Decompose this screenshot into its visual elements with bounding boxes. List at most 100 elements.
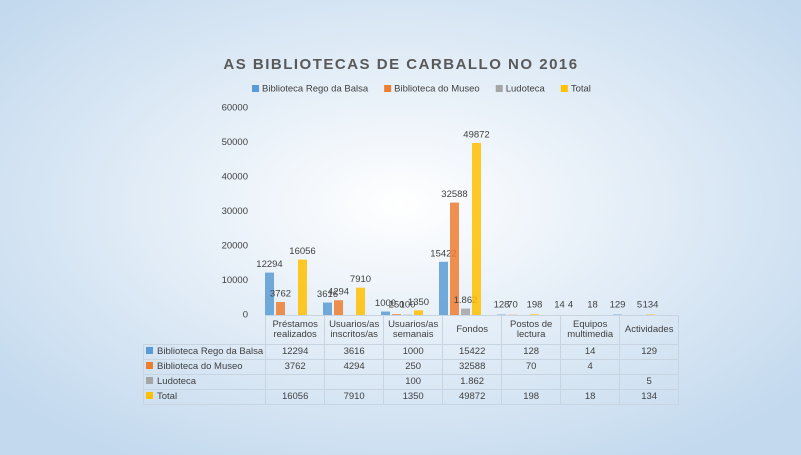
bar (439, 261, 448, 315)
bar (414, 310, 423, 315)
table-cell: 1.862 (442, 374, 503, 390)
bar (530, 314, 539, 315)
table-cell (144, 316, 266, 345)
bar (323, 302, 332, 315)
bar (461, 308, 470, 315)
data-label: 14 (554, 300, 565, 311)
legend-key (146, 362, 153, 369)
data-label: 49872 (463, 129, 489, 140)
y-tick-label: 0 (243, 310, 248, 321)
table-cell: 134 (619, 389, 680, 405)
data-label: 3616 (317, 289, 338, 300)
table-cell: 1000 (383, 344, 444, 360)
legend-key (146, 347, 153, 354)
legend-swatch (495, 85, 503, 92)
table-cell: 14 (560, 344, 621, 360)
data-label: 134 (643, 300, 659, 311)
table-cell: 3762 (265, 359, 326, 375)
bar (381, 311, 390, 315)
data-table: Préstamos realizados Usuarios/as inscrito… (142, 315, 680, 405)
data-label: 128 (494, 300, 510, 311)
table-row: Biblioteca do Museo 3762 4294 250 32588 70 4 (142, 359, 680, 375)
legend-key (146, 377, 153, 384)
table-cell: 129 (619, 344, 680, 360)
table-row: Préstamos realizados Usuarios/as inscrito… (144, 315, 680, 345)
y-tick-label: 40000 (222, 172, 248, 183)
legend-swatch (252, 85, 259, 92)
table-cell: 5 (619, 374, 680, 390)
data-label: 100 (400, 300, 416, 311)
table-cell (619, 359, 680, 375)
table-cell: 16056 (265, 389, 326, 405)
data-label: 7910 (350, 274, 371, 285)
table-cell: Usuarios/as semanais (383, 315, 444, 345)
table-row: Biblioteca Rego da Balsa 12294 3616 1000 154… (142, 344, 680, 360)
table-cell: 3616 (324, 344, 385, 360)
y-tick-label: 10000 (222, 275, 248, 286)
legend-key (146, 392, 153, 399)
table-cell (265, 374, 326, 390)
table-cell (324, 374, 385, 390)
y-tick-label: 30000 (222, 206, 248, 217)
data-label: 198 (527, 300, 543, 311)
data-label: 1000 (375, 298, 396, 309)
table-cell: 32588 (442, 359, 503, 375)
y-tick-label: 60000 (222, 103, 248, 114)
bar (392, 314, 401, 315)
data-label: 18 (587, 300, 598, 311)
data-label: 129 (610, 300, 626, 311)
bar (276, 302, 285, 315)
table-cell: Actividades (619, 315, 680, 345)
table-row: Total 16056 7910 1350 49872 198 18 134 (142, 389, 680, 405)
legend-label: Total (571, 84, 591, 95)
table-cell: 198 (501, 389, 562, 405)
table-cell: 128 (501, 344, 562, 360)
legend-swatch (384, 85, 392, 92)
table-cell: 250 (383, 359, 444, 375)
series-name: Ludoteca (157, 376, 197, 387)
table-cell: 4 (560, 359, 621, 375)
data-label: 32588 (441, 189, 467, 200)
table-cell: Total (142, 389, 267, 405)
table-cell: Biblioteca do Museo (142, 359, 267, 375)
series-name: Biblioteca Rego da Balsa (157, 346, 264, 357)
bar (472, 142, 481, 315)
data-label: 12294 (256, 259, 282, 270)
table-cell: 15422 (442, 344, 503, 360)
data-label: 4 (568, 300, 573, 311)
series-name: Total (157, 391, 178, 402)
table-cell: Usuarios/as inscritos/as (324, 315, 385, 345)
table-cell: 100 (383, 374, 444, 390)
table-cell: 12294 (265, 344, 326, 360)
bar (334, 300, 343, 315)
data-label: 15422 (430, 248, 456, 259)
bar (450, 202, 459, 315)
legend-swatch (560, 85, 568, 92)
bar (265, 272, 274, 315)
data-label: 16056 (289, 246, 315, 257)
y-tick-label: 20000 (222, 241, 248, 252)
data-label: 1.862 (454, 295, 478, 306)
table-cell (501, 374, 562, 390)
table-cell: 7910 (324, 389, 385, 405)
chart-title: AS BIBLIOTECAS DE CARBALLO NO 2016 (223, 56, 578, 73)
table-cell (560, 374, 621, 390)
table-cell: 70 (501, 359, 562, 375)
data-label: 1350 (408, 297, 429, 308)
series-name: Biblioteca do Museo (157, 361, 243, 372)
bar (298, 259, 307, 315)
data-label: 5 (637, 300, 642, 311)
table-cell: 1350 (383, 389, 444, 405)
table-cell: Biblioteca Rego da Balsa (142, 344, 267, 360)
table-cell: Ludoteca (142, 374, 267, 390)
table-cell: 49872 (442, 389, 503, 405)
table-cell: Préstamos realizados (265, 315, 326, 345)
bar (356, 287, 365, 315)
data-label: 250 (389, 300, 405, 311)
legend-label: Biblioteca Rego da Balsa (262, 84, 369, 95)
legend-label: Ludoteca (506, 84, 546, 95)
legend-label: Biblioteca do Museo (394, 84, 480, 95)
table-cell: Equipos multimedia (560, 315, 621, 345)
y-tick-label: 50000 (222, 137, 248, 148)
